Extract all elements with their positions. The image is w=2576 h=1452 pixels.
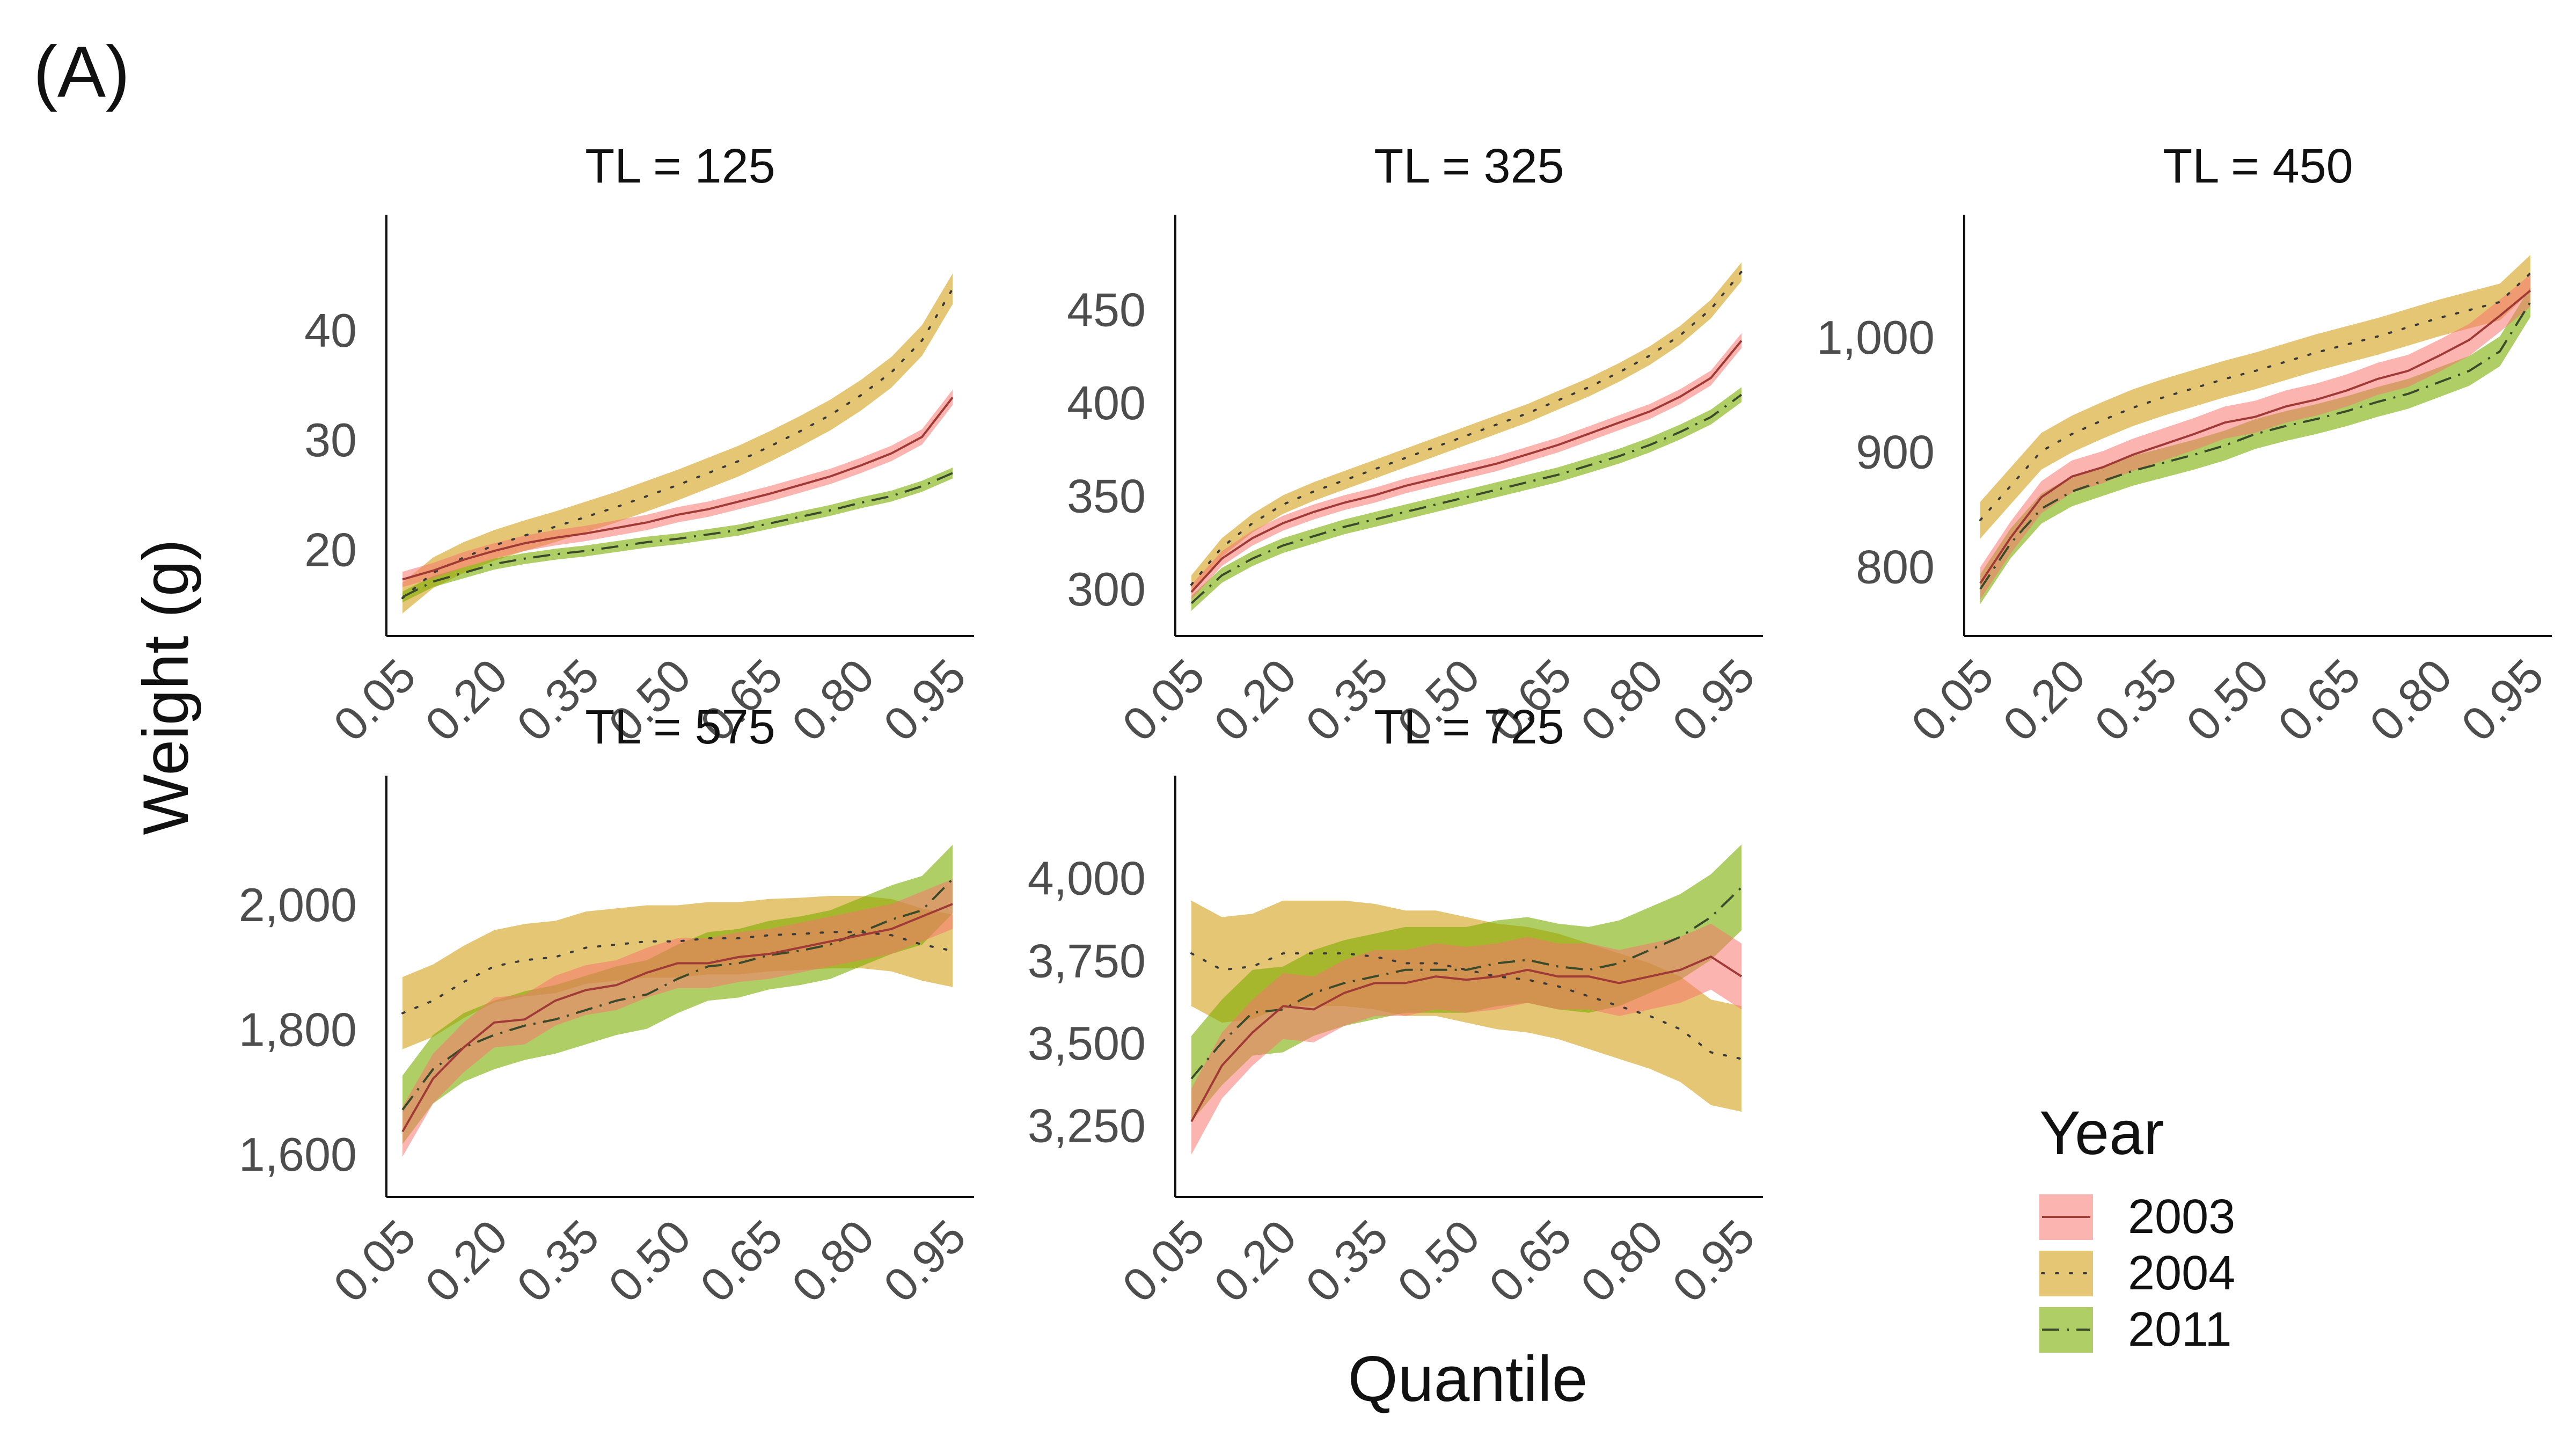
x-tick-label: 0.35 [507,1209,609,1312]
legend-item: 2011 [2039,1303,2232,1356]
x-tick-label: 0.80 [1570,1209,1673,1312]
x-tick-label: 0.95 [2451,648,2553,751]
series-line [1979,272,2531,521]
y-tick-label: 300 [1067,563,1146,616]
x-tick-label: 0.80 [2359,648,2462,751]
y-tick-label: 2,000 [239,878,357,931]
legend-item: 2003 [2039,1190,2235,1244]
series-line [1190,886,1743,1079]
series-line [1190,271,1743,586]
x-tick-label: 0.05 [323,1209,426,1312]
confidence-band [402,468,953,603]
series-line [1190,955,1743,1122]
y-axis-title: Weight (g) [130,539,202,835]
panel-title: TL = 725 [1374,701,1564,754]
x-tick-label: 0.20 [1993,648,2095,751]
y-tick-label: 1,800 [239,1003,357,1056]
x-tick-label: 0.65 [2268,648,2370,751]
series-line [402,472,953,598]
x-tick-label: 0.20 [1204,1209,1306,1312]
x-tick-label: 0.65 [690,1209,793,1312]
y-tick-label: 3,500 [1028,1017,1146,1070]
panel-title: TL = 325 [1374,140,1564,193]
x-tick-label: 0.20 [415,1209,517,1312]
confidence-band [1191,333,1741,600]
series-line [401,903,953,1133]
x-tick-label: 0.20 [415,648,517,751]
x-tick-label: 0.05 [1112,648,1214,751]
panel-title: TL = 450 [2163,140,2353,193]
legend-label: 2011 [2128,1303,2232,1356]
x-tick-label: 0.05 [1901,648,2003,751]
x-tick-label: 0.65 [1479,1209,1582,1312]
legend-item: 2004 [2039,1246,2235,1300]
x-tick-label: 0.50 [1387,1209,1490,1312]
confidence-band [402,273,953,614]
x-tick-label: 0.50 [2176,648,2279,751]
confidence-band [1191,262,1741,594]
series-line [1190,340,1743,593]
legend-label: 2004 [2128,1246,2235,1300]
y-tick-label: 900 [1856,426,1935,479]
y-tick-label: 4,000 [1028,852,1146,905]
series-line [402,397,954,581]
series-line [1979,301,2531,590]
panel-label: (A) [33,31,130,112]
y-tick-label: 3,750 [1028,934,1146,987]
x-tick-label: 0.95 [873,648,976,751]
confidence-band [1980,287,2530,604]
chart-panels: TL = 1252030400.050.200.350.500.650.800.… [239,140,2554,1312]
x-tick-label: 0.35 [1296,1209,1398,1312]
x-tick-label: 0.95 [873,1209,976,1312]
series-line [1190,393,1743,604]
chart-panel: TL = 1252030400.050.200.350.500.650.800.… [304,140,976,751]
y-tick-label: 450 [1067,283,1146,337]
x-tick-label: 0.80 [781,1209,884,1312]
panel-title: TL = 125 [585,140,775,193]
legend-label: 2003 [2128,1190,2235,1244]
series-line [1190,952,1743,1060]
chart-panel: TL = 5751,6001,8002,0000.050.200.350.500… [239,701,976,1312]
y-tick-label: 1,000 [1817,311,1935,364]
x-tick-label: 0.95 [1662,1209,1765,1312]
x-tick-label: 0.05 [1112,1209,1214,1312]
x-tick-label: 0.20 [1204,648,1306,751]
x-axis-title: Quantile [1348,1343,1588,1415]
series-line [401,878,954,1111]
series-line [1979,289,2531,584]
confidence-band [1980,254,2530,539]
y-tick-label: 1,600 [239,1128,357,1181]
x-tick-label: 0.35 [2084,648,2187,751]
series-line [401,288,954,600]
y-tick-label: 400 [1067,376,1146,429]
confidence-band [1191,923,1741,1155]
confidence-band [1191,387,1741,611]
y-tick-label: 350 [1067,470,1146,523]
x-tick-label: 0.50 [598,1209,701,1312]
legend-title: Year [2039,1099,2164,1168]
confidence-band [402,390,953,587]
panel-title: TL = 575 [585,701,775,754]
chart-panel: TL = 4508009001,0000.050.200.350.500.650… [1817,140,2554,751]
chart-panel: TL = 3253003504004500.050.200.350.500.65… [1067,140,1765,751]
y-tick-label: 20 [304,523,357,576]
y-tick-label: 3,250 [1028,1099,1146,1152]
x-tick-label: 0.95 [1662,648,1765,751]
chart-panel: TL = 725 3,250 3,500 3,750 4,000 0.050.200.35… [1028,701,1765,1312]
y-tick-label: 40 [304,304,357,357]
x-tick-label: 0.80 [1570,648,1673,751]
y-tick-label: 30 [304,413,357,466]
x-tick-label: 0.05 [323,648,426,751]
x-tick-label: 0.80 [781,648,884,751]
y-tick-label: 800 [1856,540,1935,593]
